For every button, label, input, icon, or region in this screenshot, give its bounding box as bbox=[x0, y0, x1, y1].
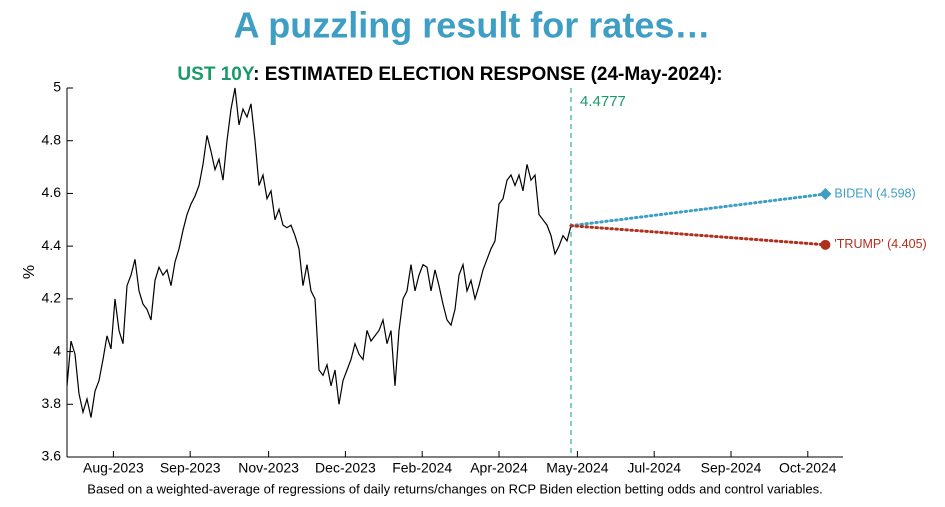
x-tick-label: Sep-2023 bbox=[160, 460, 221, 476]
y-tick-label: 4.8 bbox=[42, 131, 62, 147]
y-axis-label: % bbox=[21, 265, 38, 279]
x-tick-label: Nov-2023 bbox=[238, 460, 299, 476]
x-tick-label: Feb-2024 bbox=[392, 460, 452, 476]
y-tick-label: 3.8 bbox=[42, 395, 62, 411]
x-tick-label: Dec-2023 bbox=[315, 460, 376, 476]
line bbox=[569, 224, 827, 247]
y-tick-label: 4.6 bbox=[42, 184, 62, 200]
end-marker bbox=[820, 239, 831, 250]
x-tick-label: Aug-2023 bbox=[83, 460, 144, 476]
x-tick-label: Oct-2024 bbox=[779, 460, 837, 476]
subtitle-part: : ESTIMATED ELECTION RESPONSE (24-May-20… bbox=[253, 64, 722, 85]
series-label: BIDEN (4.598) bbox=[834, 186, 915, 200]
line bbox=[569, 192, 827, 228]
footnote: Based on a weighted-average of regressio… bbox=[87, 481, 822, 496]
vertical-line-label: 4.4777 bbox=[580, 93, 626, 110]
y-tick-label: 4.4 bbox=[42, 237, 62, 253]
y-tick-label: 4 bbox=[53, 342, 61, 358]
chart-title: A puzzling result for rates… bbox=[234, 5, 711, 46]
x-tick-label: Jul-2024 bbox=[627, 460, 681, 476]
y-tick-label: 5 bbox=[53, 79, 61, 95]
y-tick-label: 4.2 bbox=[42, 290, 62, 306]
x-tick-label: Sep-2024 bbox=[701, 460, 762, 476]
line bbox=[66, 87, 572, 418]
x-tick-label: May-2024 bbox=[546, 460, 608, 476]
x-tick-label: Apr-2024 bbox=[470, 460, 528, 476]
y-tick-label: 3.6 bbox=[42, 448, 62, 464]
subtitle-part: UST 10Y bbox=[177, 64, 254, 85]
end-marker bbox=[819, 187, 832, 200]
series-label: 'TRUMP' (4.405) bbox=[834, 237, 926, 251]
chart-subtitle: UST 10Y: ESTIMATED ELECTION RESPONSE (24… bbox=[177, 64, 722, 85]
